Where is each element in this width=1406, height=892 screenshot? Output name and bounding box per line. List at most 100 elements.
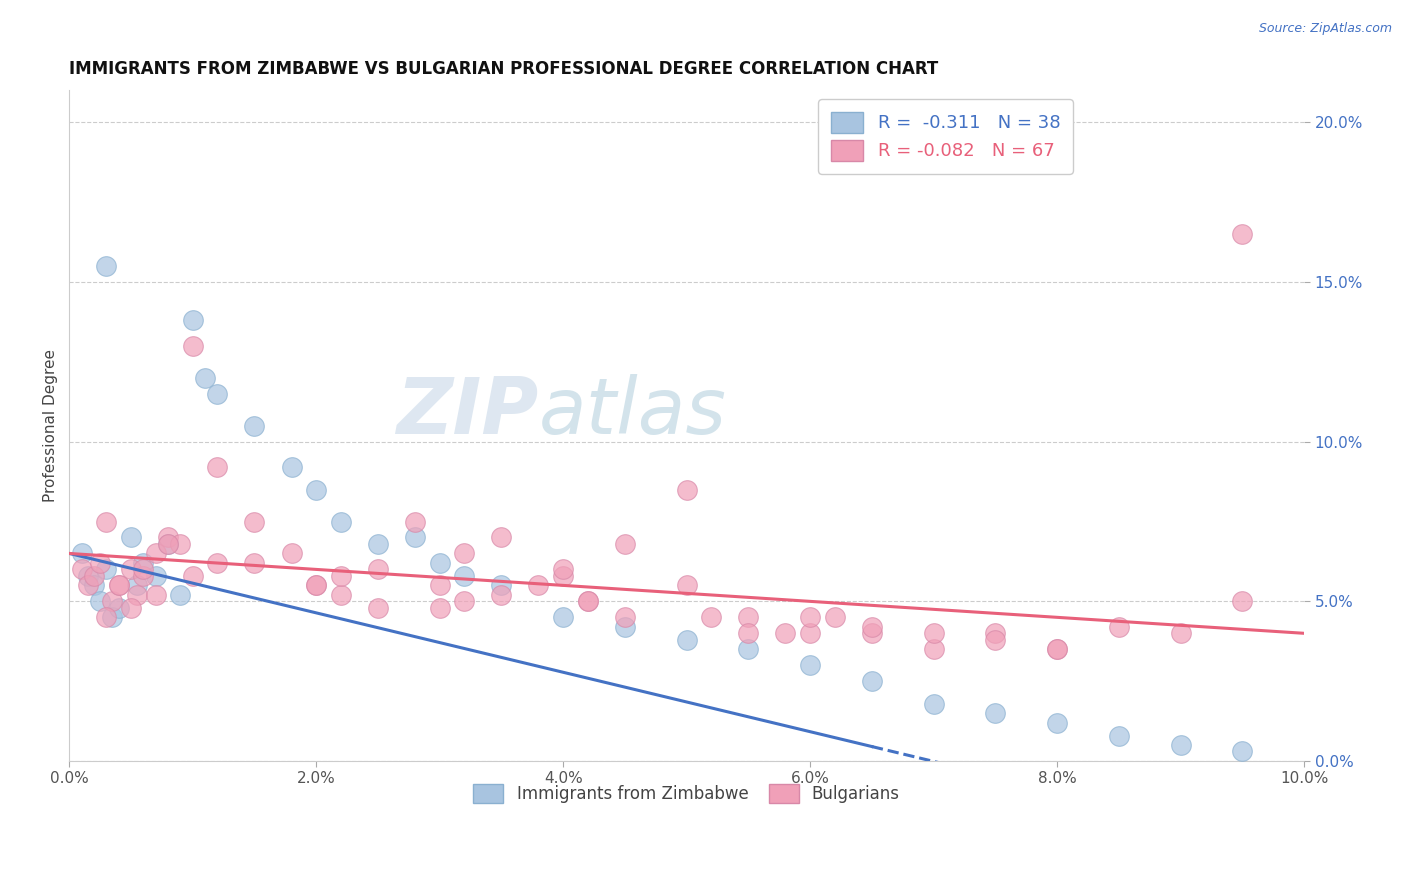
Point bbox=[181, 339, 204, 353]
Point bbox=[367, 537, 389, 551]
Point bbox=[799, 610, 821, 624]
Point bbox=[576, 594, 599, 608]
Point bbox=[70, 546, 93, 560]
Point bbox=[207, 556, 229, 570]
Point bbox=[96, 515, 118, 529]
Point bbox=[429, 578, 451, 592]
Point bbox=[1170, 738, 1192, 752]
Point bbox=[107, 578, 129, 592]
Point bbox=[737, 626, 759, 640]
Point bbox=[922, 642, 945, 657]
Point bbox=[737, 610, 759, 624]
Point bbox=[181, 569, 204, 583]
Point bbox=[1046, 715, 1069, 730]
Point bbox=[675, 632, 697, 647]
Point bbox=[207, 460, 229, 475]
Point bbox=[280, 460, 302, 475]
Point bbox=[1170, 626, 1192, 640]
Point bbox=[675, 483, 697, 497]
Point bbox=[404, 515, 426, 529]
Point bbox=[76, 569, 98, 583]
Point bbox=[194, 370, 217, 384]
Point bbox=[1108, 620, 1130, 634]
Point bbox=[675, 578, 697, 592]
Point bbox=[89, 594, 111, 608]
Point bbox=[553, 569, 575, 583]
Point bbox=[305, 578, 328, 592]
Point bbox=[799, 658, 821, 673]
Point bbox=[613, 620, 636, 634]
Point bbox=[243, 515, 266, 529]
Point bbox=[553, 562, 575, 576]
Point bbox=[101, 610, 124, 624]
Text: IMMIGRANTS FROM ZIMBABWE VS BULGARIAN PROFESSIONAL DEGREE CORRELATION CHART: IMMIGRANTS FROM ZIMBABWE VS BULGARIAN PR… bbox=[69, 60, 938, 78]
Point bbox=[329, 569, 352, 583]
Point bbox=[132, 556, 155, 570]
Point bbox=[120, 562, 142, 576]
Point bbox=[305, 578, 328, 592]
Point bbox=[329, 588, 352, 602]
Point bbox=[737, 642, 759, 657]
Point bbox=[127, 578, 149, 592]
Legend: Immigrants from Zimbabwe, Bulgarians: Immigrants from Zimbabwe, Bulgarians bbox=[464, 774, 910, 814]
Point bbox=[613, 610, 636, 624]
Point bbox=[329, 515, 352, 529]
Point bbox=[453, 569, 475, 583]
Point bbox=[280, 546, 302, 560]
Point bbox=[120, 600, 142, 615]
Point bbox=[89, 556, 111, 570]
Point bbox=[453, 546, 475, 560]
Point bbox=[453, 594, 475, 608]
Point bbox=[984, 706, 1007, 721]
Point bbox=[799, 626, 821, 640]
Point bbox=[429, 556, 451, 570]
Point bbox=[984, 626, 1007, 640]
Point bbox=[107, 600, 129, 615]
Point bbox=[181, 313, 204, 327]
Point bbox=[157, 537, 180, 551]
Point bbox=[491, 531, 513, 545]
Point bbox=[775, 626, 797, 640]
Point bbox=[1232, 594, 1254, 608]
Point bbox=[1046, 642, 1069, 657]
Point bbox=[613, 537, 636, 551]
Point bbox=[83, 578, 105, 592]
Point bbox=[169, 588, 191, 602]
Point bbox=[824, 610, 846, 624]
Point bbox=[157, 537, 180, 551]
Point bbox=[145, 569, 167, 583]
Point bbox=[527, 578, 550, 592]
Point bbox=[576, 594, 599, 608]
Point bbox=[367, 562, 389, 576]
Point bbox=[96, 259, 118, 273]
Point bbox=[70, 562, 93, 576]
Point bbox=[207, 386, 229, 401]
Point bbox=[120, 531, 142, 545]
Point bbox=[243, 556, 266, 570]
Text: atlas: atlas bbox=[538, 375, 727, 450]
Point bbox=[76, 578, 98, 592]
Point bbox=[429, 600, 451, 615]
Point bbox=[984, 632, 1007, 647]
Point bbox=[1108, 729, 1130, 743]
Point bbox=[922, 697, 945, 711]
Point bbox=[243, 418, 266, 433]
Point bbox=[491, 588, 513, 602]
Point bbox=[1046, 642, 1069, 657]
Point bbox=[157, 531, 180, 545]
Point bbox=[132, 562, 155, 576]
Point bbox=[145, 546, 167, 560]
Text: ZIP: ZIP bbox=[396, 375, 538, 450]
Point bbox=[860, 620, 883, 634]
Point bbox=[1232, 744, 1254, 758]
Point bbox=[127, 588, 149, 602]
Point bbox=[145, 588, 167, 602]
Point bbox=[96, 610, 118, 624]
Point bbox=[404, 531, 426, 545]
Point bbox=[922, 626, 945, 640]
Point bbox=[491, 578, 513, 592]
Point bbox=[132, 569, 155, 583]
Point bbox=[1232, 227, 1254, 241]
Point bbox=[169, 537, 191, 551]
Point bbox=[367, 600, 389, 615]
